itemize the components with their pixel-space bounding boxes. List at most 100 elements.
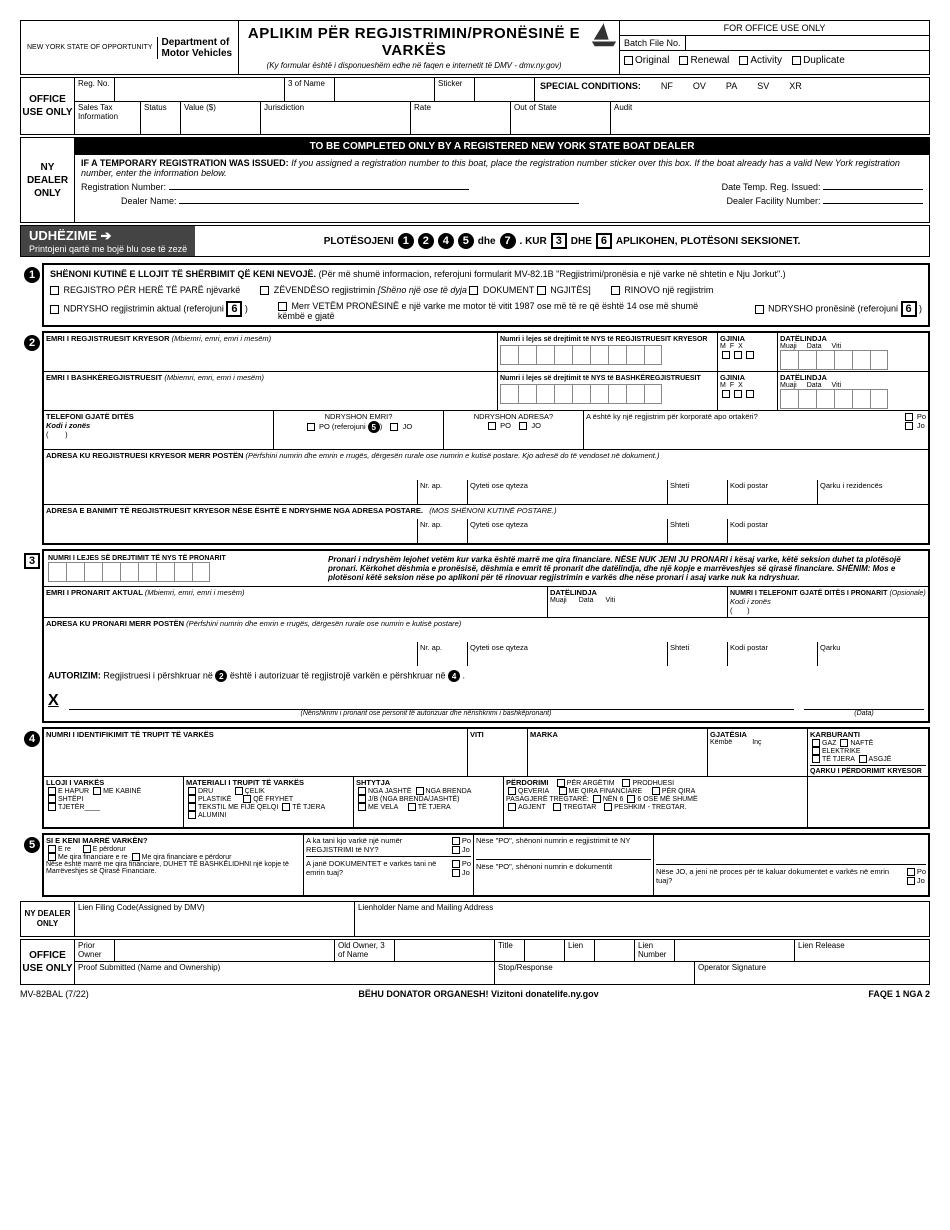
sales-tax-label: Sales Tax Information	[75, 102, 141, 134]
bottom-lien-num: Lien Number	[635, 940, 675, 961]
s3-area: Kodi i zonës	[730, 597, 926, 606]
s5-if-yes-reg: Nëse "PO", shënoni numrin e regjistrimit…	[476, 836, 651, 845]
owner-city: Qyteti ose qyteza	[468, 642, 668, 666]
s1-note: (Për më shumë informacion, referojuni fo…	[319, 269, 786, 279]
main-title: APLIKIM PËR REGJISTRIMIN/PRONËSINË E VAR…	[243, 25, 585, 59]
addr-change-yes[interactable]	[488, 422, 496, 430]
bottom-old: Old Owner, 3 of Name	[335, 940, 395, 961]
s3-phone: NUMRI I TELEFONIT GJATË DITËS I PRONARIT	[730, 590, 887, 597]
three-of-name-label: 3 of Name	[285, 78, 335, 101]
value-label: Value ($)	[181, 102, 261, 134]
owner-zip: Kodi postar	[728, 642, 818, 666]
ov: OV	[693, 81, 706, 91]
corp-no[interactable]	[905, 422, 913, 430]
s4-use: PËRDORIMI	[506, 778, 549, 787]
bottom-lien: Lien	[565, 940, 595, 961]
date-temp-field[interactable]	[823, 189, 923, 190]
out-state-label: Out of State	[511, 102, 611, 134]
instruct-d: DHE	[571, 236, 592, 247]
section-4-number: 4	[24, 731, 40, 747]
bottom-office-section: OFFICE USE ONLY Prior Owner Old Owner, 3…	[20, 939, 930, 985]
jurisdiction-label: Jurisdiction	[261, 102, 411, 134]
signature-x: X	[48, 692, 59, 710]
name-change-no[interactable]	[390, 423, 398, 431]
renewal-check[interactable]: Renewal	[679, 55, 729, 66]
res-city: Qyteti ose qyteza	[468, 519, 668, 543]
sticker-field[interactable]	[475, 78, 535, 101]
lien-code: Lien Filing Code(Assigned by DMV)	[75, 902, 355, 936]
three-of-name-field[interactable]	[335, 78, 435, 101]
dealer-name-field[interactable]	[179, 203, 579, 204]
xr: XR	[789, 81, 802, 91]
mail-street[interactable]	[44, 480, 418, 504]
status-label: Status	[141, 102, 181, 134]
old-field[interactable]	[395, 940, 495, 961]
s1-opt4[interactable]: NDRYSHO regjistrimin aktual (referojuni …	[50, 301, 248, 321]
temp-label: IF A TEMPORARY REGISTRATION WAS ISSUED:	[81, 158, 289, 168]
title-field[interactable]	[525, 940, 565, 961]
reg-num-label: Registration Number:	[81, 182, 166, 192]
s2-dob-label: DATËLINDJA	[780, 334, 827, 343]
s2-dl-co-label: Numri i lejes së drejtimit të NYS të BAS…	[500, 375, 701, 382]
s3-dob: DATËLINDJA	[550, 588, 597, 597]
s2-co-label: EMRI I BASHKËREGJISTRUESIT	[46, 373, 162, 382]
owner-state: Shteti	[668, 642, 728, 666]
donate-text: BËHU DONATOR ORGANESH! Vizitoni donateli…	[358, 989, 598, 999]
res-street[interactable]	[44, 519, 418, 543]
s2-nobox: (MOS SHËNONI KUTINË POSTARE.)	[429, 506, 556, 515]
s2-phone-label: TELEFONI GJATË DITËS	[46, 412, 134, 421]
s4-length: GJATËSIA	[710, 730, 747, 739]
s1-opt3[interactable]: RINOVO një regjistrim	[611, 285, 714, 295]
s1-opt5[interactable]: Merr VETËM PRONËSINË e një varke me moto…	[278, 301, 725, 321]
lien-section: NY DEALER ONLY Lien Filing Code(Assigned…	[20, 901, 930, 937]
s1-opt1[interactable]: REGJISTRO PËR HERË TË PARË njëvarkë	[50, 285, 240, 295]
dealer-fac-field[interactable]	[823, 203, 923, 204]
s1-opt6[interactable]: NDRYSHO pronësinë (referojuni 6 )	[755, 301, 922, 321]
s5-has-reg: A ka tani kjo varkë një numër REGJISTRIM…	[306, 836, 450, 854]
s2-name-note: (Mbiemri, emri, emri i mesëm)	[172, 334, 272, 343]
res-apt: Nr. ap.	[418, 519, 468, 543]
duplicate-check[interactable]: Duplicate	[792, 55, 845, 66]
s4-primary-use: QARKU I PËRDORIMIT KRYESOR	[810, 765, 926, 775]
s3-sign-note: (Nënshkrimi i pronarit ose personit të a…	[48, 710, 804, 717]
s3-date: (Data)	[804, 710, 924, 717]
s4-year: VITI	[470, 730, 484, 739]
dealer-section: NY DEALER ONLY TO BE COMPLETED ONLY BY A…	[20, 137, 930, 223]
s3-addr-note: (Përfshini numrin dhe emrin e rrugës, dë…	[186, 619, 461, 628]
rate-label: Rate	[411, 102, 511, 134]
mail-apt: Nr. ap.	[418, 480, 468, 504]
section-3: 3 NUMRI I LEJES SË DREJTIMIT TË NYS TË P…	[42, 549, 930, 723]
owner-street[interactable]	[44, 642, 418, 666]
name-change-yes[interactable]	[307, 423, 315, 431]
activity-check[interactable]: Activity	[739, 55, 782, 66]
bottom-prior: Prior Owner	[75, 940, 115, 961]
corp-yes[interactable]	[905, 413, 913, 421]
date-line[interactable]	[804, 692, 924, 710]
primary-use-field[interactable]	[808, 777, 928, 827]
lien-num-field[interactable]	[675, 940, 795, 961]
pa: PA	[726, 81, 737, 91]
reg-no-field[interactable]	[115, 78, 285, 101]
audit-label: Audit	[611, 102, 929, 134]
s5-has-title: A janë DOKUMENTET e varkës tani në emrin…	[306, 859, 450, 877]
instruct-title: UDHËZIME ➔	[29, 228, 187, 244]
s3-addr: ADRESA KU PRONARI MERR POSTËN	[46, 619, 184, 628]
date-temp-label: Date Temp. Reg. Issued:	[722, 182, 821, 192]
s2-sex2-label: GJINIA	[720, 373, 745, 382]
section-2-number: 2	[24, 335, 40, 351]
res-state: Shteti	[668, 519, 728, 543]
reg-num-field[interactable]	[169, 189, 469, 190]
s4-hull: NUMRI I IDENTIFIKIMIT TË TRUPIT TË VARKË…	[46, 730, 214, 739]
signature-line[interactable]	[69, 692, 794, 710]
original-check[interactable]: Original	[624, 55, 669, 66]
dealer-fac-label: Dealer Facility Number:	[726, 196, 820, 206]
s1-opt2[interactable]: ZËVENDËSO regjistrimin [Shëno një ose të…	[260, 285, 591, 295]
instruct-a: PLOTËSOJENI	[324, 236, 394, 247]
s2-res-addr: ADRESA E BANIMIT TË REGJISTRUESIT KRYESO…	[46, 506, 423, 515]
s2-mail-addr: ADRESA KU REGJISTRUESI KRYESOR MERR POST…	[46, 451, 243, 460]
lien-field[interactable]	[595, 940, 635, 961]
s2-dob2-label: DATËLINDJA	[780, 373, 827, 382]
prior-field[interactable]	[115, 940, 335, 961]
title-cell: APLIKIM PËR REGJISTRIMIN/PRONËSINË E VAR…	[239, 21, 589, 74]
addr-change-no[interactable]	[519, 422, 527, 430]
